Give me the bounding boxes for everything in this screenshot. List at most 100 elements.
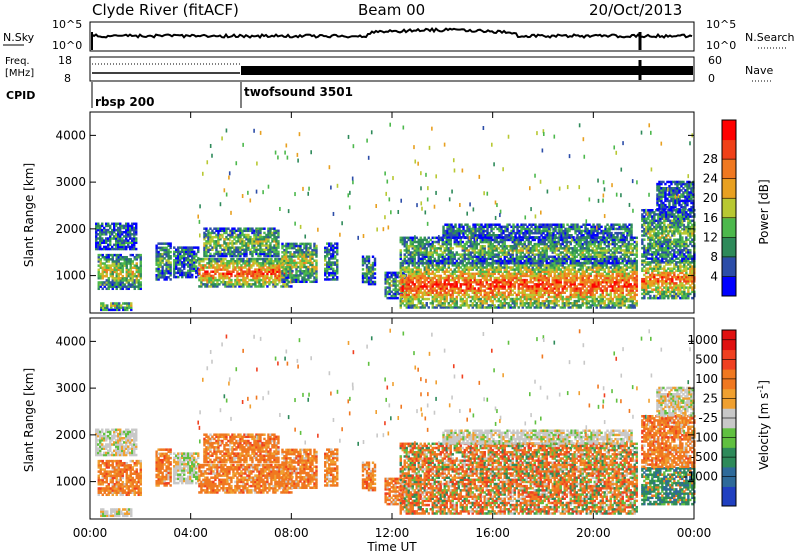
power-cell [599, 287, 602, 290]
power-cell [390, 271, 393, 275]
power-cell [125, 272, 128, 276]
power-cell [107, 222, 110, 226]
power-cell [417, 268, 420, 271]
power-cell [260, 257, 263, 261]
power-cell [111, 253, 114, 257]
power-cell [253, 235, 256, 239]
power-cell [557, 274, 560, 278]
power-cell [204, 270, 207, 273]
power-cell [619, 287, 622, 290]
power-cell [206, 262, 209, 265]
power-cell [99, 272, 102, 276]
power-cell [505, 289, 508, 292]
power-cell [441, 251, 444, 254]
power-cell [257, 254, 260, 258]
power-cell [111, 260, 114, 263]
power-cell [593, 299, 596, 303]
beam-title: Beam 00 [358, 1, 425, 19]
power-cell [555, 280, 558, 284]
power-cell [595, 274, 598, 278]
power-cell [401, 264, 404, 267]
power-cell [609, 283, 612, 286]
power-cell [214, 272, 217, 276]
power-cell [435, 291, 438, 295]
power-cell [445, 274, 448, 278]
power-cell [135, 239, 138, 242]
power-cell [121, 283, 124, 286]
power-cell [473, 280, 476, 284]
power-cell [489, 295, 492, 299]
power-cell [629, 299, 632, 303]
power-cell [409, 238, 412, 242]
power-cell [553, 280, 556, 284]
power-cell [483, 249, 486, 252]
power-cell [431, 253, 434, 256]
power-cell [212, 266, 215, 269]
power-cell [553, 297, 556, 301]
power-cell [635, 270, 638, 273]
power-cell [273, 231, 276, 235]
power-cell [270, 262, 273, 265]
power-cell [107, 228, 110, 232]
power-cell [214, 278, 217, 282]
power-cell [139, 255, 142, 259]
power-cell [519, 268, 522, 271]
power-cell [579, 274, 582, 278]
power-cell [625, 272, 628, 276]
power-cell [413, 285, 416, 288]
power-cell [159, 273, 162, 277]
power-cell [113, 226, 116, 230]
power-cell [334, 261, 337, 264]
power-cell [252, 262, 255, 265]
power-cell [427, 274, 430, 278]
power-cell [244, 270, 247, 273]
power-cell [479, 255, 482, 259]
power-cell [475, 255, 478, 259]
power-cell [218, 259, 221, 263]
power-cell [159, 265, 162, 269]
power-cell [275, 229, 278, 233]
power-cell [513, 291, 516, 295]
power-cell [545, 276, 548, 280]
power-cell [413, 247, 416, 250]
power-cell [274, 272, 277, 276]
power-cell [105, 264, 108, 267]
power-cell [211, 231, 214, 235]
power-cell [246, 264, 249, 267]
power-cell [575, 295, 578, 299]
power-cell [281, 251, 284, 254]
power-cell [631, 272, 634, 276]
power-cell [499, 302, 502, 305]
power-cell [129, 264, 132, 267]
power-cell [264, 283, 267, 286]
power-cell [629, 285, 632, 288]
power-cell [529, 268, 532, 271]
power-cell [483, 247, 486, 250]
power-cell [499, 291, 502, 295]
power-cell [241, 246, 244, 249]
power-cell [463, 259, 466, 263]
power-cell [603, 276, 606, 280]
power-cell [133, 247, 136, 251]
power-cell [111, 283, 114, 286]
power-cell [401, 287, 404, 290]
power-cell [431, 276, 434, 280]
power-cell [517, 255, 520, 259]
power-cell [119, 245, 122, 249]
power-cell [107, 283, 110, 286]
power-cell [133, 272, 136, 276]
power-cell [519, 291, 522, 295]
power-cell [403, 295, 406, 299]
power-cell [631, 297, 634, 301]
power-cell [272, 285, 275, 288]
power-cell [573, 274, 576, 278]
power-cell [293, 278, 296, 281]
power-cell [551, 268, 554, 271]
power-cell [204, 283, 207, 286]
power-cell [561, 285, 564, 288]
power-cell [417, 295, 420, 299]
power-cell [263, 244, 266, 247]
power-cell [461, 247, 464, 250]
power-cell [493, 259, 496, 263]
power-cell [413, 295, 416, 299]
